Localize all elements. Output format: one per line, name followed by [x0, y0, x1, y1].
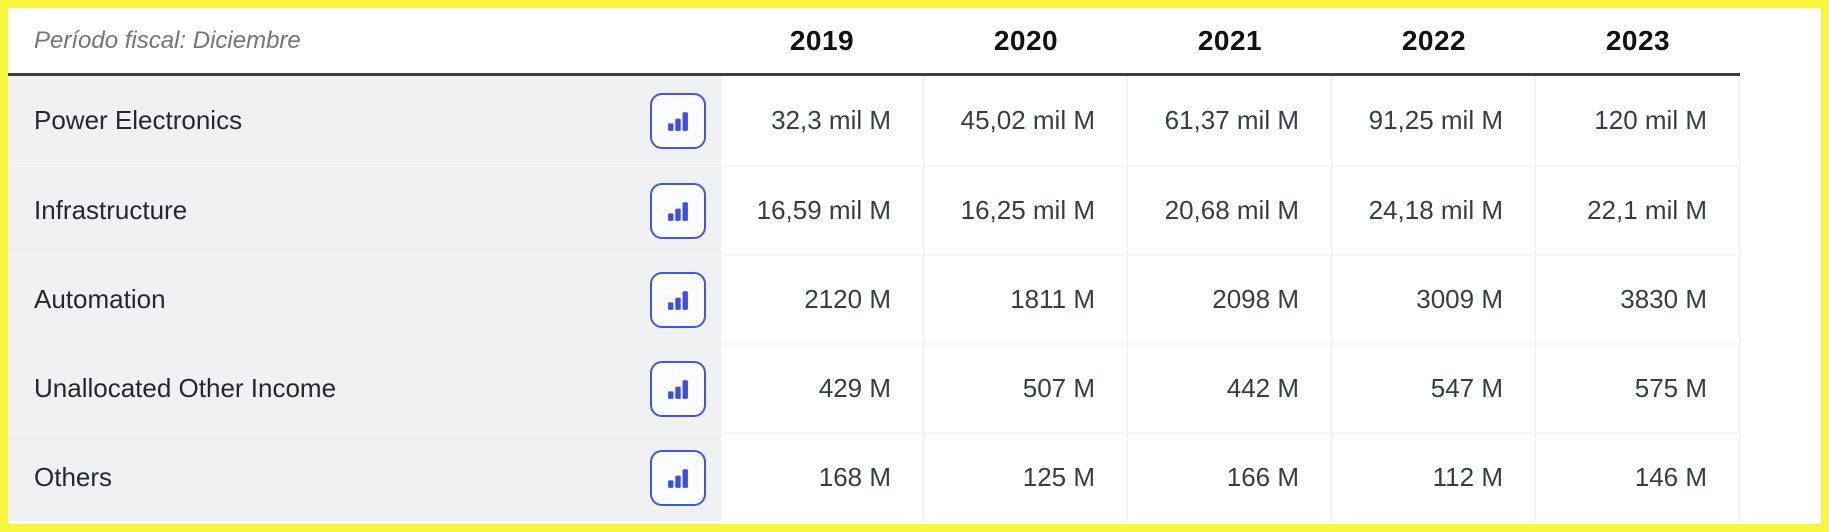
value-cell: 429 M — [720, 343, 924, 432]
value-cell: 24,18 mil M — [1332, 165, 1536, 254]
table-header-row: Período fiscal: Diciembre 2019 2020 2021… — [8, 8, 1821, 76]
fiscal-period-cell: Período fiscal: Diciembre — [8, 8, 720, 76]
column-header-2023: 2023 — [1536, 8, 1740, 76]
chart-toggle-button[interactable] — [650, 92, 706, 149]
value-cell: 20,68 mil M — [1128, 165, 1332, 254]
column-header-2021: 2021 — [1128, 8, 1332, 76]
value-cell: 2098 M — [1128, 254, 1332, 343]
segment-label-cell: Unallocated Other Income — [8, 343, 720, 432]
segment-label-cell: Automation — [8, 254, 720, 343]
column-header-2020: 2020 — [924, 8, 1128, 76]
row-trailing-spacer — [1740, 165, 1821, 254]
bar-chart-icon — [664, 375, 692, 403]
bar-chart-icon — [664, 107, 692, 135]
value-cell: 45,02 mil M — [924, 76, 1128, 165]
row-trailing-spacer — [1740, 76, 1821, 165]
table-row: Automation 2120 M 1811 M 2098 M 3009 M 3… — [8, 254, 1821, 343]
value-cell: 1811 M — [924, 254, 1128, 343]
table-row: Unallocated Other Income 429 M 507 M 442… — [8, 343, 1821, 432]
bar-chart-icon — [664, 197, 692, 225]
value-cell: 3830 M — [1536, 254, 1740, 343]
value-cell: 442 M — [1128, 343, 1332, 432]
table-row: Others 168 M 125 M 166 M 112 M 146 M — [8, 432, 1821, 521]
value-cell: 146 M — [1536, 432, 1740, 521]
value-cell: 32,3 mil M — [720, 76, 924, 165]
column-header-2022: 2022 — [1332, 8, 1536, 76]
segment-label: Infrastructure — [34, 195, 188, 225]
value-cell: 3009 M — [1332, 254, 1536, 343]
row-trailing-spacer — [1740, 254, 1821, 343]
column-header-2019: 2019 — [720, 8, 924, 76]
value-cell: 120 mil M — [1536, 76, 1740, 165]
value-cell: 91,25 mil M — [1332, 76, 1536, 165]
value-cell: 507 M — [924, 343, 1128, 432]
value-cell: 575 M — [1536, 343, 1740, 432]
chart-toggle-button[interactable] — [650, 449, 706, 506]
bar-chart-icon — [664, 286, 692, 314]
value-cell: 166 M — [1128, 432, 1332, 521]
chart-toggle-button[interactable] — [650, 182, 706, 239]
segment-label-cell: Power Electronics — [8, 76, 720, 165]
value-cell: 22,1 mil M — [1536, 165, 1740, 254]
value-cell: 2120 M — [720, 254, 924, 343]
value-cell: 125 M — [924, 432, 1128, 521]
segment-label: Unallocated Other Income — [34, 373, 337, 403]
table-row: Power Electronics 32,3 mil M 45,02 mil M… — [8, 76, 1821, 165]
segment-label-cell: Infrastructure — [8, 165, 720, 254]
segment-label-cell: Others — [8, 432, 720, 521]
fiscal-period-label: Período fiscal: Diciembre — [34, 26, 301, 54]
segment-label: Others — [34, 462, 113, 492]
value-cell: 547 M — [1332, 343, 1536, 432]
segment-label: Power Electronics — [34, 105, 243, 135]
value-cell: 16,25 mil M — [924, 165, 1128, 254]
header-trailing-spacer — [1740, 8, 1821, 76]
chart-toggle-button[interactable] — [650, 271, 706, 328]
table-row: Infrastructure 16,59 mil M 16,25 mil M 2… — [8, 165, 1821, 254]
segment-label: Automation — [34, 284, 166, 314]
value-cell: 61,37 mil M — [1128, 76, 1332, 165]
row-trailing-spacer — [1740, 432, 1821, 521]
bar-chart-icon — [664, 464, 692, 492]
row-trailing-spacer — [1740, 343, 1821, 432]
chart-toggle-button[interactable] — [650, 360, 706, 417]
value-cell: 112 M — [1332, 432, 1536, 521]
value-cell: 16,59 mil M — [720, 165, 924, 254]
value-cell: 168 M — [720, 432, 924, 521]
